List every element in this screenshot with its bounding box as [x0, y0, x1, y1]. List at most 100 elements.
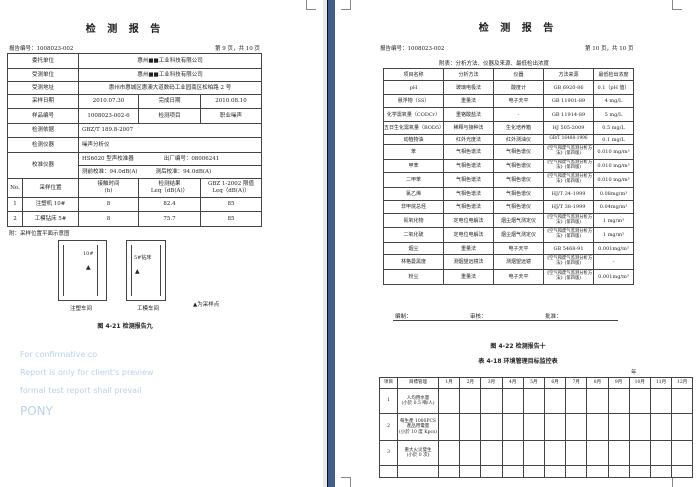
header-cell: 方法来源 [543, 68, 594, 81]
empty-cell [522, 465, 545, 478]
empty-month-cell [607, 388, 630, 414]
header-row: 项目名称 分析方法 仪器 方法来源 最低检出浓度 [383, 68, 634, 81]
noise-result-table: No. 采样位置 接触时间 (h) 检测结果 Leq（dB(A)） GBZ 1-2002… [7, 178, 262, 227]
table-cell: 电子天平 [493, 242, 544, 255]
table-cell: 人均用水量 (小於 0.5 噸/人) [397, 388, 439, 414]
cell-label: 采样日期 [7, 94, 79, 109]
empty-month-cell [522, 440, 545, 466]
header-cell: 接触时间 (h) [78, 178, 139, 198]
cell-value: 惠州■■工业科技有限公司 [77, 68, 263, 82]
empty-cell [459, 465, 482, 478]
table-cell: 每生產 1000PCS 產品用電量 (小於 10 度 Kpcs) [397, 413, 439, 441]
table-cell: GB 11901-89 [543, 94, 594, 108]
table-cell: 林格曼黑度 [383, 254, 444, 270]
empty-cell [586, 465, 609, 478]
table-caption: 附表：分析方法、仪器及来源、最低检出浓度 [439, 61, 550, 67]
empty-month-cell [480, 413, 503, 441]
table-cell: 0.001mg/m³ [593, 242, 634, 255]
table-cell: 悬浮物（SS） [383, 94, 444, 108]
table-cell: - [493, 107, 544, 122]
cell-label: 完成日期 [138, 94, 201, 109]
env-target-table: 项目 目標管理 1月 2月 3月 4月 5月 6月 7月 8月 9月 10月 11月 12月 1 人均用水量 … [379, 377, 694, 478]
table-row: 3 重大火災發生 (小於 0 次) [379, 440, 694, 466]
table-cell: HJ/T 38-1999 [543, 200, 594, 214]
cell-label: 样品编号 [7, 108, 79, 124]
cell-label: 受测地址 [7, 81, 79, 95]
header-cell: 仪器 [493, 68, 544, 81]
table-cell: 测烟望远镜法 [443, 254, 494, 270]
table-cell: 甲苯 [383, 159, 444, 173]
table-cell: 动植物油 [383, 134, 444, 145]
table-cell: HJ/T 34-1999 [543, 187, 594, 201]
empty-cell [501, 465, 524, 478]
page-title: 检 测 报 告 [478, 23, 558, 34]
empty-month-cell [480, 440, 503, 466]
table-cell: 二氧化硫 [383, 227, 444, 243]
table-cell: GB 5468-91 [543, 242, 594, 255]
header-row: 项目 目標管理 1月 2月 3月 4月 5月 6月 7月 8月 9月 10月 11月 12月 [379, 377, 694, 389]
cell-label: 检测依据 [7, 123, 79, 138]
header-cell: 项目 [379, 377, 398, 389]
empty-month-cell [586, 440, 609, 466]
page-divider-bar [327, 0, 335, 487]
header-cell: 7月 [565, 377, 588, 389]
table-cell: HJ 505-2009 [543, 121, 594, 135]
table-cell: 非甲烷总烃 [383, 200, 444, 214]
table-cell: 稀释与接种法 [443, 121, 494, 135]
table-cell: 4 mg/L [593, 94, 634, 108]
table-cell: 电子天平 [493, 94, 544, 108]
signature-line [393, 320, 618, 321]
table-cell: 重量法 [443, 242, 494, 255]
table-row: 1 注塑机 10# 8 82.4 85 [7, 197, 262, 212]
empty-month-cell [671, 440, 694, 466]
empty-cell [379, 465, 398, 478]
point-label-5: 5#钻床 [134, 255, 152, 261]
table-row: 烟尘 重量法 电子天平 GB 5468-91 0.001mg/m³ [383, 242, 634, 255]
sign-compile: 编制： [395, 314, 412, 320]
table-row: 苯气相色谱法 气相色谱仪 《空气和废气监测分析方法》(第四版) 0.010 mg/m³ [383, 144, 634, 160]
cell-label: 校准仪器 [7, 152, 79, 179]
table-row: 五日生化需氧量（BOD5） 稀释与接种法 生化培养箱 HJ 505-2009 0.5 m… [383, 121, 634, 135]
empty-month-cell [565, 388, 588, 414]
empty-month-cell [565, 440, 588, 466]
cell-value: HS6020 型声校准器 出厂编号：08006241 [77, 152, 263, 166]
table-cell: 0.001mg/m³ [593, 269, 634, 285]
table-cell: 电子天平 [493, 269, 544, 285]
empty-month-cell [607, 440, 630, 466]
header-cell: 4月 [501, 377, 524, 389]
table-cell: 1 mg/m³ [593, 227, 634, 243]
header-cell: 采样位置 [22, 178, 79, 198]
page-gap [323, 0, 327, 487]
table-cell: 二甲苯 [383, 172, 444, 188]
table-cell: 烟尘烟气测定仪 [493, 213, 544, 228]
table-cell: 氮氧化物 [383, 213, 444, 228]
cell-label: 检测仪器 [7, 137, 79, 153]
table2-caption: 表 4-18 环境管理目标监控表 [478, 358, 558, 365]
empty-cell [543, 465, 567, 478]
empty-month-cell [628, 388, 651, 414]
table-cell: 气相色谱法 [443, 187, 494, 201]
table-row: 动植物油 红外光度法 红外测油仪 GB/T 16488-1996 0.1 mg/L [383, 134, 634, 145]
wall-line [160, 245, 161, 296]
header-cell: 11月 [649, 377, 673, 389]
figure-caption: 图 4-21 检测报告九 [97, 323, 153, 330]
table-row: 悬浮物（SS） 重量法 电子天平 GB 11901-89 4 mg/L [383, 94, 634, 108]
cell-value: GBZ/T 189.8-2007 [77, 123, 263, 138]
table-cell: 气相色谱法 [443, 159, 494, 173]
room-label: 工模车间 [137, 306, 160, 312]
table-cell: 1 mg/m³ [593, 213, 634, 228]
header-cell: 项目名称 [383, 68, 444, 81]
table-cell: GB 11914-89 [543, 107, 594, 122]
table-cell: 《空气和废气监测分析方法》(第四版) [543, 254, 594, 270]
page-number: 第 10 页，共 10 页 [585, 46, 634, 52]
table-cell: 重量法 [443, 94, 494, 108]
empty-cell [565, 465, 588, 478]
mold-workshop-plan [126, 240, 166, 301]
table-cell: 0.010 mg/m³ [593, 144, 634, 160]
page-corner-mark [341, 477, 351, 487]
sample-point-icon: ▲ [135, 268, 140, 275]
empty-month-cell [522, 388, 545, 414]
year-label: 年 [631, 370, 637, 376]
empty-cell [628, 465, 651, 478]
table-cell: 氯乙烯 [383, 187, 444, 201]
